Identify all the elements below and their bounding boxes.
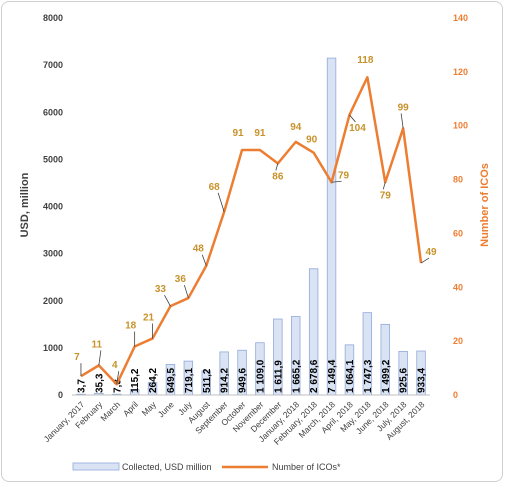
line-value-label: 33 [155,284,167,295]
legend: Collected, USD million Number of ICOs* [72,462,341,472]
line-value-label: 49 [425,247,437,258]
bar-value-label: 115,2 [130,368,141,393]
bar-value-label: 933,4 [417,368,428,393]
y2-tick-label: 0 [453,390,458,400]
y2-tick-label: 20 [453,336,463,346]
y2-tick-label: 140 [453,13,468,23]
line-value-label: 86 [272,171,284,182]
y-axis-title: USD, million [19,172,31,237]
label-leader [183,284,189,299]
label-leader [201,254,207,266]
label-leader [275,163,279,171]
y2-axis-title: Number of ICOs [479,163,491,247]
line-value-label: 104 [349,123,366,134]
ico-count-line [80,75,423,386]
label-leader [98,350,102,366]
y2-tick-label: 40 [453,282,463,292]
line-labels: 7 11 4 18 21 33 36 48 68 91 91 86 94 90 79 104 118 79 99 49 [74,55,437,385]
line-series [80,75,423,386]
y2-tick-label: 60 [453,228,463,238]
line-value-label: 90 [306,135,318,146]
line-value-label: 94 [290,122,302,133]
y-tick-label: 0 [58,390,63,400]
line-value-label: 11 [92,339,103,350]
x-tick-label: April [121,399,140,418]
y-tick-label: 3000 [43,249,63,259]
line-value-label: 99 [398,102,410,113]
line-value-label: 118 [357,55,374,66]
y2-tick-label: 80 [453,175,463,185]
bar-series [76,57,426,396]
line-value-label: 36 [175,274,187,285]
y-tick-label: 6000 [43,107,63,117]
label-leader [164,294,171,307]
line-value-label: 91 [254,128,266,139]
y-tick-label: 8000 [43,13,63,23]
bar-labels: 3,7 35,3 7,3 115,2 264,2 649,5 719,1 511,2 914,2… [76,359,427,393]
line-value-label: 79 [380,190,392,201]
bar-value-label: 7 149,4 [327,359,338,393]
bar-value-label: 719,1 [184,368,195,393]
bar-value-label: 3,7 [76,379,87,393]
legend-bar-swatch [72,462,120,471]
label-leader [331,180,342,183]
y-tick-label: 5000 [43,154,63,164]
label-leader [400,113,404,129]
line-value-label: 79 [338,170,350,181]
legend-bar-label: Collected, USD million [122,462,212,472]
line-value-label: 91 [232,128,244,139]
bar-value-label: 35,3 [94,373,105,393]
bar-value-label: 1 064,1 [345,359,356,393]
y2-tick-label: 100 [453,121,468,131]
bar-value-label: 1 109,0 [255,359,266,393]
bar-value-label: 925,6 [399,368,410,393]
line-value-label: 4 [112,360,118,371]
label-leader [349,114,356,123]
tick-labels: 0 1000 2000 3000 4000 5000 6000 7000 8000 0 20 40 60… [43,13,468,400]
bar-value-label: 264,2 [148,368,159,393]
y-tick-label: 1000 [43,343,63,353]
bar-value-label: 949,6 [238,368,249,393]
bar-value-label: 1 665,2 [291,359,302,393]
x-tick-label: May [140,399,159,418]
line-value-label: 18 [125,321,137,332]
bar [326,57,337,396]
y-tick-label: 7000 [43,60,63,70]
y-tick-label: 4000 [43,202,63,212]
line-value-label: 48 [193,244,205,255]
legend-line-label: Number of ICOs* [272,462,341,472]
label-leader [382,182,386,190]
line-value-label: 68 [209,182,221,193]
bar-value-label: 7,3 [112,379,123,393]
label-leader [116,371,120,385]
line-value-label: 21 [143,312,155,323]
bar-value-label: 1 747,3 [363,359,374,393]
y2-tick-label: 120 [453,67,468,77]
bar-value-label: 1 499,2 [381,359,392,393]
label-leader [420,257,430,264]
line-value-label: 7 [74,352,80,363]
bar-value-label: 914,2 [220,368,231,393]
y-tick-label: 2000 [43,296,63,306]
x-tick-label: March [98,399,122,423]
bar-value-label: 2 678,6 [309,359,320,393]
bar-value-label: 511,2 [202,368,213,393]
bar-value-label: 649,5 [166,368,177,393]
x-tick-label: June [156,399,176,419]
label-leader [217,192,225,213]
bar-value-label: 1 611,9 [273,360,284,393]
